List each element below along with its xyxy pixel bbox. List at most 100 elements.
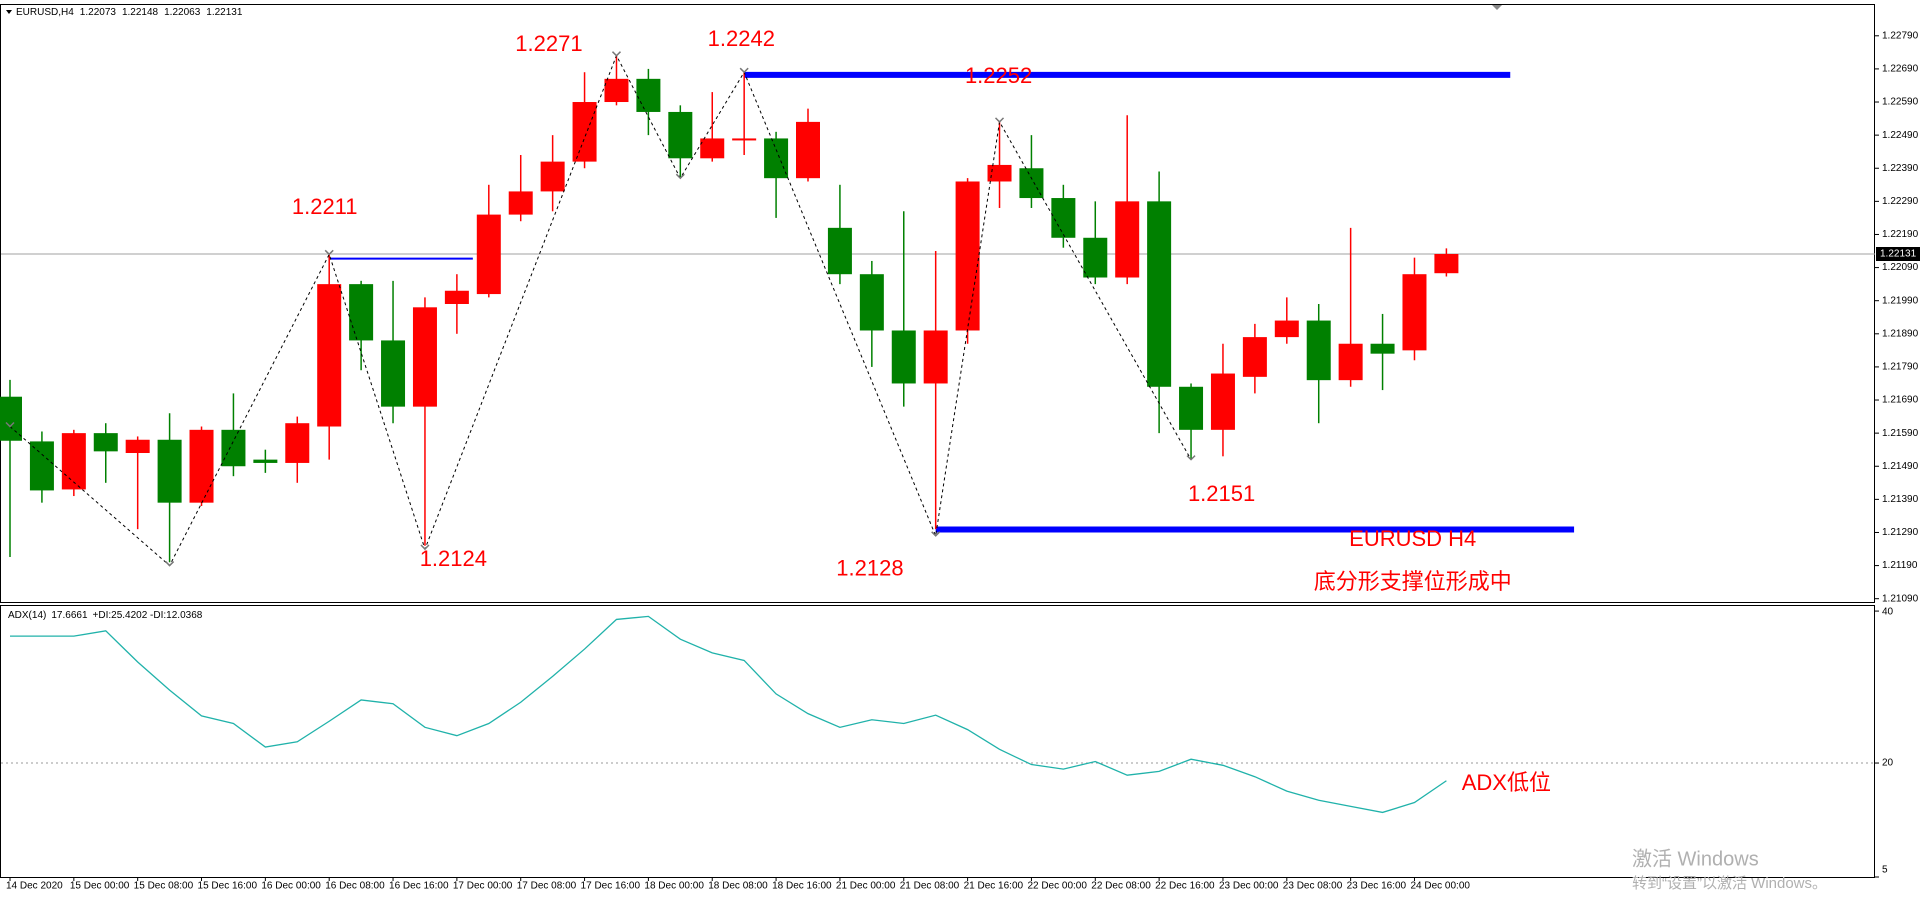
price-annotation: EURUSD H4 [1349, 526, 1476, 551]
x-tick-label: 18 Dec 16:00 [772, 881, 832, 892]
candle-body [0, 396, 22, 441]
x-tick-label: 21 Dec 16:00 [964, 881, 1024, 892]
y-tick-label: 1.21790 [1882, 362, 1919, 373]
adx-panel [0, 605, 1875, 878]
candle-body [317, 284, 342, 427]
x-tick-label: 21 Dec 08:00 [900, 881, 960, 892]
candle-body [444, 290, 469, 304]
candle-body [1051, 198, 1076, 238]
y-tick-label: 1.21490 [1882, 461, 1919, 472]
y-tick-label: 1.22390 [1882, 163, 1919, 174]
candle-body [157, 439, 182, 503]
candle-body [1083, 237, 1108, 278]
x-tick-label: 23 Dec 08:00 [1283, 881, 1343, 892]
x-tick-label: 24 Dec 00:00 [1410, 881, 1470, 892]
zigzag-arrow [5, 421, 15, 428]
x-tick-label: 18 Dec 08:00 [708, 881, 768, 892]
y-tick-label: 1.21890 [1882, 328, 1919, 339]
indicator-header: ADX(14) 17.6661 +DI:25.4202 -DI:12.0368 [8, 610, 203, 621]
candle-body [1434, 254, 1459, 274]
x-tick-label: 17 Dec 00:00 [453, 881, 513, 892]
y-tick-label: 1.21990 [1882, 295, 1919, 306]
watermark: 激活 Windows [1632, 847, 1759, 870]
candle-body [1019, 168, 1044, 199]
candle-body [1338, 343, 1363, 381]
header-value: 1.22148 [122, 7, 159, 18]
adx-line [10, 615, 1447, 814]
price-annotation: 底分形支撑位形成中 [1314, 569, 1512, 594]
chart-header: EURUSD,H4 1.22073 1.22148 1.22063 1.22131 [16, 7, 243, 18]
x-tick-label: 23 Dec 16:00 [1347, 881, 1407, 892]
y-tick-label: 1.22790 [1882, 30, 1919, 41]
zigzag-line [9, 54, 1192, 567]
candle-body [349, 284, 374, 341]
zigzag-arrow [1186, 455, 1196, 461]
price-annotation: 1.2151 [1188, 481, 1255, 506]
price-annotation: 1.2128 [836, 556, 903, 581]
candle-body [955, 181, 980, 331]
header-value: 1.22131 [206, 7, 243, 18]
y-tick-label: 1.21190 [1882, 560, 1918, 571]
y-tick-label: 1.22190 [1882, 229, 1919, 240]
candle-body [476, 214, 501, 295]
candle-body [732, 138, 757, 141]
x-tick-label: 16 Dec 00:00 [261, 881, 321, 892]
candle-body [987, 164, 1012, 182]
candle-body [1370, 343, 1395, 354]
y-tick-label: 1.22690 [1882, 64, 1919, 75]
current-price-box [1876, 247, 1920, 262]
candle-body [923, 330, 948, 384]
candle-body [285, 423, 310, 463]
header-value: 1.22073 [80, 7, 117, 18]
y-tick-label: 1.21290 [1882, 527, 1919, 538]
zigzag-arrow [165, 561, 175, 567]
x-tick-label: 22 Dec 00:00 [1027, 881, 1087, 892]
candle-body [1210, 373, 1235, 430]
y-tick-label: 1.21090 [1882, 593, 1919, 604]
y-tick-label: 1.22590 [1882, 97, 1919, 108]
zigzag-arrow [931, 531, 941, 537]
x-tick-label: 16 Dec 16:00 [389, 881, 449, 892]
x-tick-label: 22 Dec 16:00 [1155, 881, 1215, 892]
candle-body [381, 340, 406, 407]
candle-body [93, 433, 118, 452]
candle-body [1402, 274, 1427, 351]
x-tick-label: 18 Dec 00:00 [644, 881, 704, 892]
candle-body [61, 433, 86, 490]
candle-body [508, 191, 533, 215]
candle-body [891, 330, 916, 384]
zigzag-arrow [420, 544, 430, 551]
x-tick-label: 15 Dec 00:00 [70, 881, 130, 892]
x-tick-label: 14 Dec 2020 [6, 881, 63, 892]
candle-body [859, 274, 884, 331]
y-tick-label: 1.22490 [1882, 130, 1919, 141]
candle-body [412, 307, 437, 407]
zigzag-arrow [994, 117, 1005, 123]
y-tick-label: 1.22090 [1882, 262, 1919, 273]
x-tick-label: 16 Dec 08:00 [325, 881, 385, 892]
x-tick-label: 15 Dec 16:00 [198, 881, 258, 892]
current-price-label: 1.22131 [1880, 249, 1917, 260]
y-tick-label: 1.22290 [1882, 196, 1919, 207]
candle-body [827, 227, 852, 275]
watermark: 转到“设置”以激活 Windows。 [1632, 875, 1827, 892]
header-value: EURUSD,H4 [16, 7, 74, 18]
price-annotation: 1.2271 [515, 31, 582, 56]
y-tick-label: 20 [1882, 758, 1894, 769]
y-tick-label: 1.21390 [1882, 494, 1919, 505]
zigzag-arrow [739, 67, 749, 74]
candle-body [1115, 201, 1140, 278]
indicator-value: 17.6661 [51, 610, 88, 621]
y-tick-label: 1.21690 [1882, 395, 1919, 406]
x-tick-label: 21 Dec 00:00 [836, 881, 896, 892]
zigzag-arrow [324, 249, 334, 256]
candle-body [1147, 201, 1172, 387]
candle-body [125, 439, 150, 454]
candle-body [1242, 337, 1267, 377]
candle-body [29, 441, 54, 491]
x-tick-label: 22 Dec 08:00 [1091, 881, 1151, 892]
candle-body [636, 78, 661, 112]
main-panel [0, 4, 1875, 603]
candle-body [221, 429, 246, 467]
